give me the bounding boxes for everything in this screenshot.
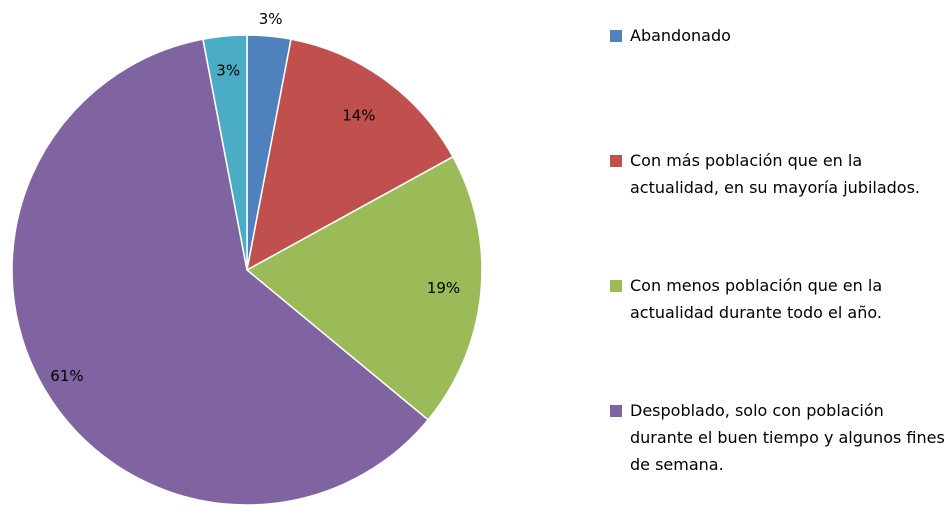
legend-label: Abandonado — [630, 26, 731, 45]
data-label: 14% — [342, 107, 375, 125]
pie-slice — [245, 38, 454, 272]
legend-label: Despoblado, solo con población durante e… — [630, 401, 945, 474]
legend-swatch — [610, 280, 622, 292]
data-label: 3% — [259, 10, 283, 28]
data-label: 19% — [427, 279, 460, 297]
data-label: 3% — [216, 62, 240, 80]
legend-label: Con menos población que en la actualidad… — [630, 276, 883, 322]
legend-swatch — [610, 30, 622, 42]
pie-slice — [202, 34, 248, 271]
legend-item: Con más población que en la actualidad, … — [610, 147, 945, 201]
data-label: 61% — [50, 367, 83, 385]
legend-item: Despoblado, solo con población durante e… — [610, 397, 945, 478]
legend-swatch — [610, 155, 622, 167]
legend-label: Con más población que en la actualidad, … — [630, 151, 920, 197]
legend-item: Con menos población que en la actualidad… — [610, 272, 945, 326]
pie-slice — [245, 155, 483, 421]
pie-slice — [11, 38, 430, 506]
legend-swatch — [610, 405, 622, 417]
legend-item: Abandonado — [610, 22, 945, 49]
